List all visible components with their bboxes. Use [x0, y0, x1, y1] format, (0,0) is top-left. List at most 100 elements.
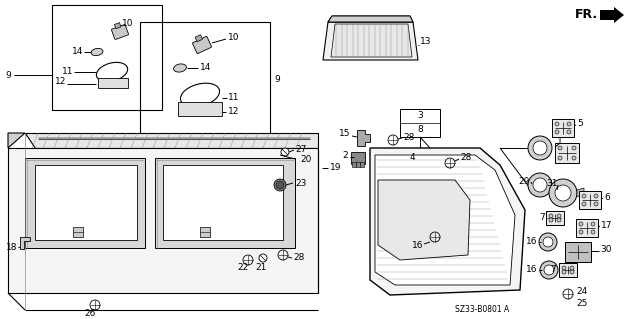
Circle shape: [543, 237, 553, 247]
Circle shape: [582, 194, 586, 198]
Polygon shape: [331, 24, 412, 57]
Polygon shape: [8, 148, 318, 293]
Circle shape: [276, 181, 284, 189]
Text: 14: 14: [72, 48, 83, 56]
Bar: [546, 211, 564, 225]
Circle shape: [594, 202, 598, 206]
Circle shape: [579, 222, 583, 226]
Text: 29: 29: [518, 177, 530, 187]
Text: 10: 10: [122, 19, 134, 28]
Circle shape: [557, 218, 561, 222]
Text: 8: 8: [417, 125, 423, 135]
Text: 5: 5: [577, 120, 583, 129]
Bar: [555, 143, 579, 163]
Bar: [565, 242, 591, 262]
Text: 16: 16: [412, 241, 423, 249]
Text: 15: 15: [339, 130, 350, 138]
Text: SZ33-B0801 A: SZ33-B0801 A: [455, 305, 509, 314]
Circle shape: [562, 266, 566, 270]
Polygon shape: [357, 130, 370, 146]
Circle shape: [568, 255, 572, 259]
Polygon shape: [323, 22, 418, 60]
Polygon shape: [370, 148, 525, 295]
Polygon shape: [600, 7, 624, 23]
Text: 10: 10: [228, 33, 239, 42]
Bar: [360, 162, 364, 167]
Text: 25: 25: [576, 299, 588, 308]
Circle shape: [570, 270, 574, 274]
Text: 28: 28: [403, 132, 414, 142]
Bar: [559, 263, 577, 277]
Circle shape: [562, 270, 566, 274]
Polygon shape: [375, 155, 515, 285]
Text: 19: 19: [330, 164, 342, 173]
Text: 21: 21: [255, 263, 267, 272]
Circle shape: [281, 148, 289, 156]
Circle shape: [572, 156, 576, 160]
Bar: [195, 35, 203, 42]
Text: 12: 12: [54, 78, 66, 86]
Text: 16: 16: [525, 265, 537, 275]
Circle shape: [533, 178, 547, 192]
Text: 16: 16: [525, 238, 537, 247]
Circle shape: [591, 222, 595, 226]
Text: 11: 11: [228, 93, 239, 102]
Circle shape: [549, 179, 577, 207]
Text: 22: 22: [237, 263, 248, 272]
Circle shape: [572, 146, 576, 150]
Bar: [400, 109, 440, 137]
Bar: [352, 162, 356, 167]
Bar: [552, 119, 574, 137]
Polygon shape: [178, 102, 222, 116]
Text: 18: 18: [6, 243, 17, 253]
Circle shape: [528, 136, 552, 160]
FancyBboxPatch shape: [193, 36, 211, 54]
Text: 7: 7: [550, 265, 556, 275]
Text: 30: 30: [600, 246, 611, 255]
Circle shape: [540, 261, 558, 279]
Circle shape: [259, 254, 267, 262]
Circle shape: [558, 156, 562, 160]
Circle shape: [584, 255, 588, 259]
Circle shape: [582, 202, 586, 206]
Text: 17: 17: [601, 220, 612, 229]
Circle shape: [555, 185, 571, 201]
Bar: [25, 158, 145, 248]
Bar: [73, 227, 83, 237]
Circle shape: [549, 218, 553, 222]
Circle shape: [533, 141, 547, 155]
Bar: [356, 162, 360, 167]
Polygon shape: [577, 188, 584, 198]
Bar: [140, 22, 270, 134]
Circle shape: [558, 146, 562, 150]
Text: 27: 27: [295, 145, 307, 153]
Text: 2: 2: [342, 152, 348, 160]
Ellipse shape: [91, 48, 103, 56]
Circle shape: [549, 214, 553, 218]
Circle shape: [557, 214, 561, 218]
Circle shape: [539, 233, 557, 251]
Text: 9: 9: [274, 76, 280, 85]
Circle shape: [567, 122, 571, 126]
Text: 24: 24: [576, 287, 588, 296]
Circle shape: [591, 230, 595, 234]
Polygon shape: [328, 16, 413, 22]
Text: 23: 23: [295, 179, 307, 188]
Text: 4: 4: [410, 152, 415, 161]
Circle shape: [594, 194, 598, 198]
Text: 12: 12: [228, 108, 239, 116]
Text: 11: 11: [61, 68, 73, 77]
Polygon shape: [328, 16, 413, 22]
Polygon shape: [8, 133, 25, 148]
Bar: [565, 242, 591, 262]
Circle shape: [274, 179, 286, 191]
Bar: [163, 165, 283, 240]
Text: 1: 1: [557, 137, 563, 146]
Bar: [115, 23, 121, 29]
Circle shape: [544, 265, 554, 275]
Text: 3: 3: [417, 112, 423, 121]
Text: 7: 7: [540, 213, 545, 222]
Text: 28: 28: [293, 254, 305, 263]
Circle shape: [584, 245, 588, 249]
Polygon shape: [351, 152, 365, 164]
